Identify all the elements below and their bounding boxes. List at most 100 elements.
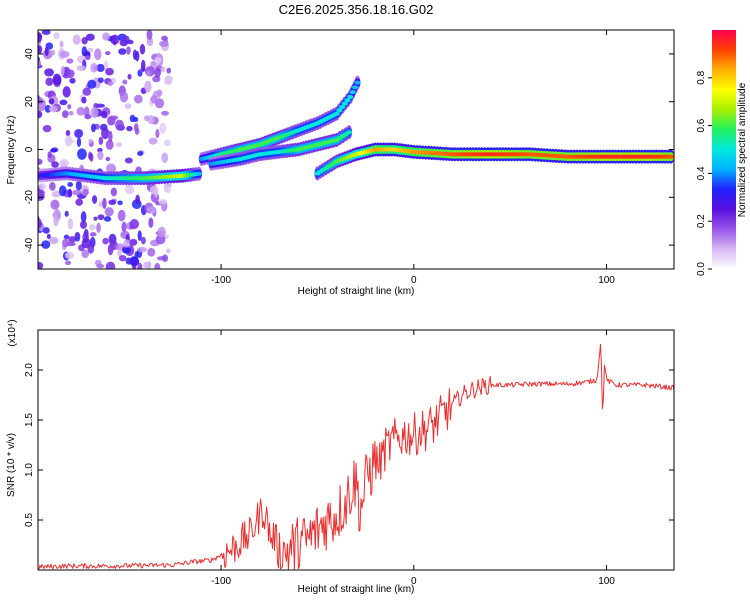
noise-blob [67,182,74,187]
noise-blob [38,158,43,165]
spectrogram-panel: -100 0 100 -40 -20 0 20 40 Height of straight … [6,29,675,297]
noise-blob [105,261,116,269]
noise-blob [117,249,122,257]
noise-blob [161,152,169,164]
noise-blob [91,195,98,204]
noise-blob [134,94,143,104]
noise-blob [46,233,51,239]
noise-blob [59,50,70,58]
noise-blob [76,137,82,148]
noise-blob [47,151,52,159]
noise-blob [84,114,92,120]
noise-blob [102,237,109,245]
noise-blob [146,30,153,40]
noise-blob [62,238,69,248]
colorbar-tick-label: 0.2 [696,214,707,228]
trace-rising-branch-upper-core [341,101,348,106]
noise-blob [81,37,88,45]
noise-blob [161,35,168,41]
noise-blob [52,212,57,219]
noise-blob [160,66,166,73]
noise-blob [129,224,136,230]
noise-blob [103,216,112,222]
snr-line [38,343,674,570]
trace-rising-branch-upper-core [333,111,340,116]
trace-rising-branch-upper-core [352,85,359,90]
noise-blob [129,257,139,266]
trace-rising-branch-upper-core [349,90,356,95]
noise-blob [122,79,128,85]
noise-blob [53,32,60,40]
colorbar: 0.0 0.2 0.4 0.6 0.8 Normalized spectral ampl… [696,30,748,276]
noise-blob [93,216,98,221]
noise-blob [124,103,132,109]
colorbar-scale [712,30,736,269]
noise-blob [122,247,131,254]
noise-blob [64,251,75,259]
noise-blob [68,236,77,243]
noise-blob [156,89,163,97]
spectrogram-y-label: Frequency (Hz) [6,116,17,185]
noise-blob [82,87,92,96]
noise-blob [110,115,119,120]
snr-x-tick-label: 100 [598,576,615,587]
trace-rising-branch-upper-core [347,94,354,99]
noise-blob [38,110,43,119]
snr-y-ticks: 0.5 1.0 1.5 2.0 [24,363,674,527]
noise-blob [81,249,89,259]
noise-blob [126,46,131,55]
snr-scale-label: (x10⁴) [7,319,18,346]
noise-blob [48,98,55,105]
noise-blob [102,32,110,41]
noise-blob [76,65,87,72]
snr-frame [37,329,675,571]
noise-blob [164,75,173,84]
snr-y-tick-label: 2.0 [24,363,35,377]
noise-blob [77,148,87,160]
noise-blob [67,218,74,230]
colorbar-tick-label: 0.8 [696,70,707,84]
noise-blob [105,67,114,76]
noise-blob [38,262,44,269]
trace-rising-branch-upper-core [336,108,343,113]
noise-blob [38,190,45,196]
noise-blob [97,150,104,161]
noise-blob [100,111,108,119]
noise-blob [137,230,142,242]
trace-converging-branch-core [668,154,674,159]
noise-blob [154,186,159,198]
noise-blob [96,263,105,269]
noise-blob [126,39,134,45]
snr-y-label: SNR (10 * v/v) [6,433,17,497]
noise-blob [139,43,146,55]
spectrogram-x-tick-label: 100 [598,275,615,286]
noise-blob [88,138,93,144]
noise-blob [108,199,116,206]
noise-blob [146,206,157,213]
noise-blob [67,188,73,198]
colorbar-label: Normalized spectral amplitude [737,82,748,217]
noise-blob [44,68,54,77]
snr-x-tick-label: 0 [411,576,417,587]
noise-blob [163,181,168,193]
noise-blob [127,73,132,80]
noise-blob [118,48,127,55]
noise-blob [105,51,111,56]
noise-blob [38,75,39,78]
noise-blob [154,262,161,269]
trace-rising-branch-upper-core [344,98,351,103]
noise-blob [68,110,74,116]
noise-blob [30,153,36,159]
noise-blob [159,122,167,134]
noise-blob [61,110,69,118]
trace-rising-branch-lower-core [346,130,353,135]
noise-blob [101,127,110,140]
noise-blob [96,63,105,73]
noise-blob [104,207,114,217]
colorbar-tick-label: 0.0 [696,262,707,276]
noise-blob [148,137,158,145]
noise-blob [38,60,42,67]
noise-blob [42,227,50,234]
noise-blob [147,247,156,257]
